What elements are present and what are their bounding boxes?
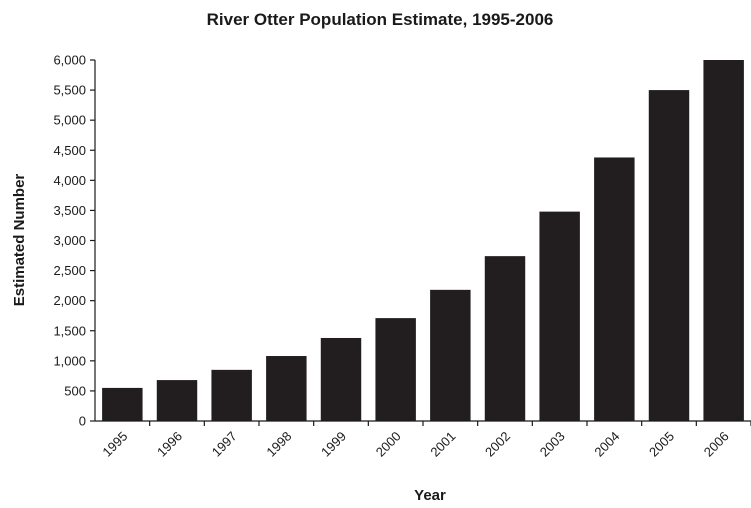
bar-2003 — [539, 211, 580, 421]
x-tick-label: 2000 — [373, 429, 404, 460]
y-tick-label: 500 — [64, 383, 86, 398]
y-tick-label: 5,000 — [53, 113, 86, 128]
y-tick-label: 1,500 — [53, 323, 86, 338]
y-tick-label: 0 — [79, 414, 86, 429]
x-axis: 1995 1996 1997 1998 1999 2000 2001 2002 2003 2004… — [95, 420, 751, 460]
y-axis: 0 500 1,000 1,500 2,000 2,500 3,000 3,500 4,000 4… — [53, 53, 96, 429]
bar-2000 — [375, 318, 416, 421]
bar-1995 — [102, 387, 143, 421]
bar-2002 — [484, 256, 526, 421]
x-tick-label: 1999 — [318, 429, 349, 460]
x-tick-label: 2005 — [646, 429, 677, 460]
bar-2004 — [594, 157, 635, 421]
y-tick-label: 4,500 — [53, 143, 86, 158]
y-tick-label: 2,500 — [53, 263, 86, 278]
y-tick-label: 2,000 — [53, 293, 86, 308]
x-tick-label: 2002 — [482, 429, 513, 460]
y-tick-label: 4,000 — [53, 173, 86, 188]
x-tick-label: 2001 — [427, 429, 458, 460]
bar-1998 — [266, 356, 307, 421]
x-tick-label: 1995 — [99, 429, 130, 460]
bars-group — [102, 60, 744, 421]
y-tick-label: 6,000 — [53, 53, 86, 68]
x-tick-label: 1996 — [154, 429, 185, 460]
bar-1996 — [156, 380, 198, 421]
y-tick-label: 3,500 — [53, 203, 86, 218]
x-tick-label: 1997 — [209, 429, 240, 460]
bar-2006 — [703, 60, 744, 421]
bar-1999 — [320, 337, 362, 421]
y-tick-label: 5,500 — [53, 83, 86, 98]
bar-1997 — [211, 369, 252, 421]
x-tick-label: 2003 — [537, 429, 568, 460]
y-tick-label: 3,000 — [53, 233, 86, 248]
bar-2005 — [648, 90, 690, 421]
x-axis-label: Year — [414, 487, 446, 504]
x-tick-label: 2004 — [591, 429, 622, 460]
x-tick-label: 2006 — [701, 429, 732, 460]
y-axis-label: Estimated Number — [11, 174, 28, 307]
x-tick-label: 1998 — [263, 429, 294, 460]
bar-2001 — [430, 289, 471, 421]
chart-title: River Otter Population Estimate, 1995-20… — [207, 10, 554, 29]
y-tick-label: 1,000 — [53, 353, 86, 368]
